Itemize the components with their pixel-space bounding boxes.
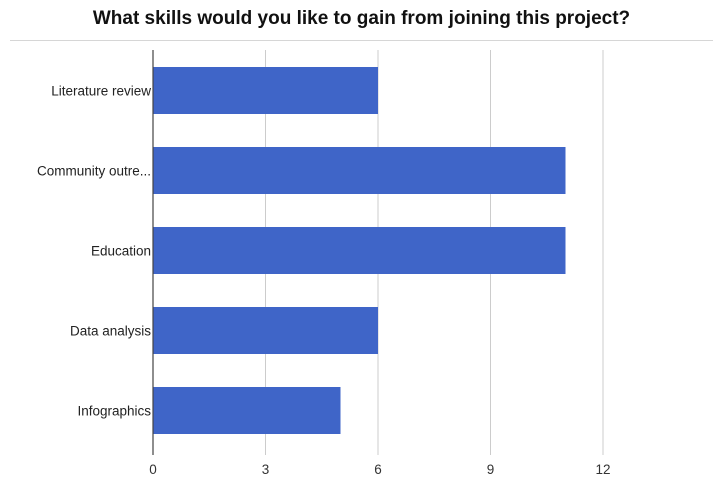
category-label: Infographics <box>77 404 151 419</box>
title-divider <box>10 40 713 41</box>
x-tick-label: 3 <box>262 462 270 477</box>
category-label: Data analysis <box>70 324 151 339</box>
category-label: Literature review <box>51 84 151 99</box>
category-label: Community outre... <box>37 164 151 179</box>
chart-title: What skills would you like to gain from … <box>92 8 631 29</box>
bar <box>153 67 378 114</box>
bar <box>153 387 341 434</box>
bar <box>153 307 378 354</box>
x-tick-label: 9 <box>487 462 495 477</box>
category-label: Education <box>91 244 151 259</box>
bar <box>153 147 566 194</box>
x-tick-label: 0 <box>149 462 157 477</box>
x-tick-label: 12 <box>595 462 610 477</box>
bar <box>153 227 566 274</box>
x-tick-label: 6 <box>374 462 382 477</box>
